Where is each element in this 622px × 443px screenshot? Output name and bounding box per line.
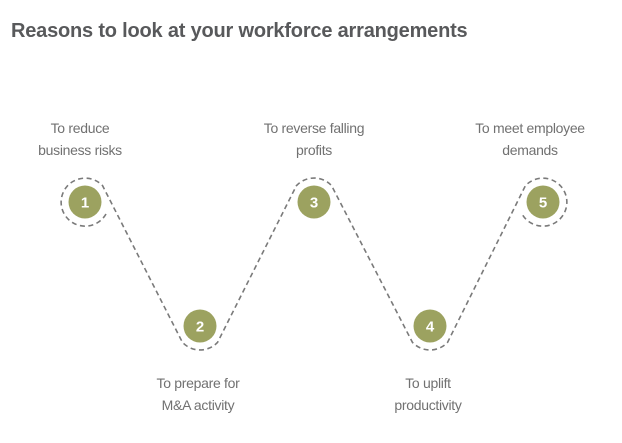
step-label-line: productivity (394, 397, 462, 413)
step-2: 2 To prepare for M&A activity (157, 309, 241, 413)
step-node (183, 309, 217, 343)
step-label-line: To prepare for (157, 375, 241, 391)
step-4: 4 To uplift productivity (394, 309, 462, 413)
step-number: 4 (426, 319, 435, 336)
step-label-line: To reverse falling (264, 120, 364, 136)
step-number: 2 (196, 319, 204, 336)
step-node (413, 309, 447, 343)
step-label-line: profits (296, 142, 332, 158)
step-1: 1 To reduce business risks (38, 120, 122, 219)
step-number: 5 (539, 195, 547, 212)
step-number: 3 (310, 195, 318, 212)
step-label-line: To meet employee (475, 120, 585, 136)
step-node (297, 185, 331, 219)
step-label-line: demands (502, 142, 558, 158)
step-label-line: M&A activity (162, 397, 235, 413)
step-label-line: business risks (38, 142, 122, 158)
dashed-connector-path (60, 177, 568, 351)
step-node (68, 185, 102, 219)
step-3: 3 To reverse falling profits (264, 120, 365, 219)
step-label-line: To uplift (405, 375, 451, 391)
step-label-line: To reduce (51, 120, 110, 136)
page-title: Reasons to look at your workforce arrang… (11, 20, 468, 42)
step-5: 5 To meet employee demands (475, 120, 586, 219)
step-node (526, 185, 560, 219)
step-number: 1 (81, 195, 89, 212)
